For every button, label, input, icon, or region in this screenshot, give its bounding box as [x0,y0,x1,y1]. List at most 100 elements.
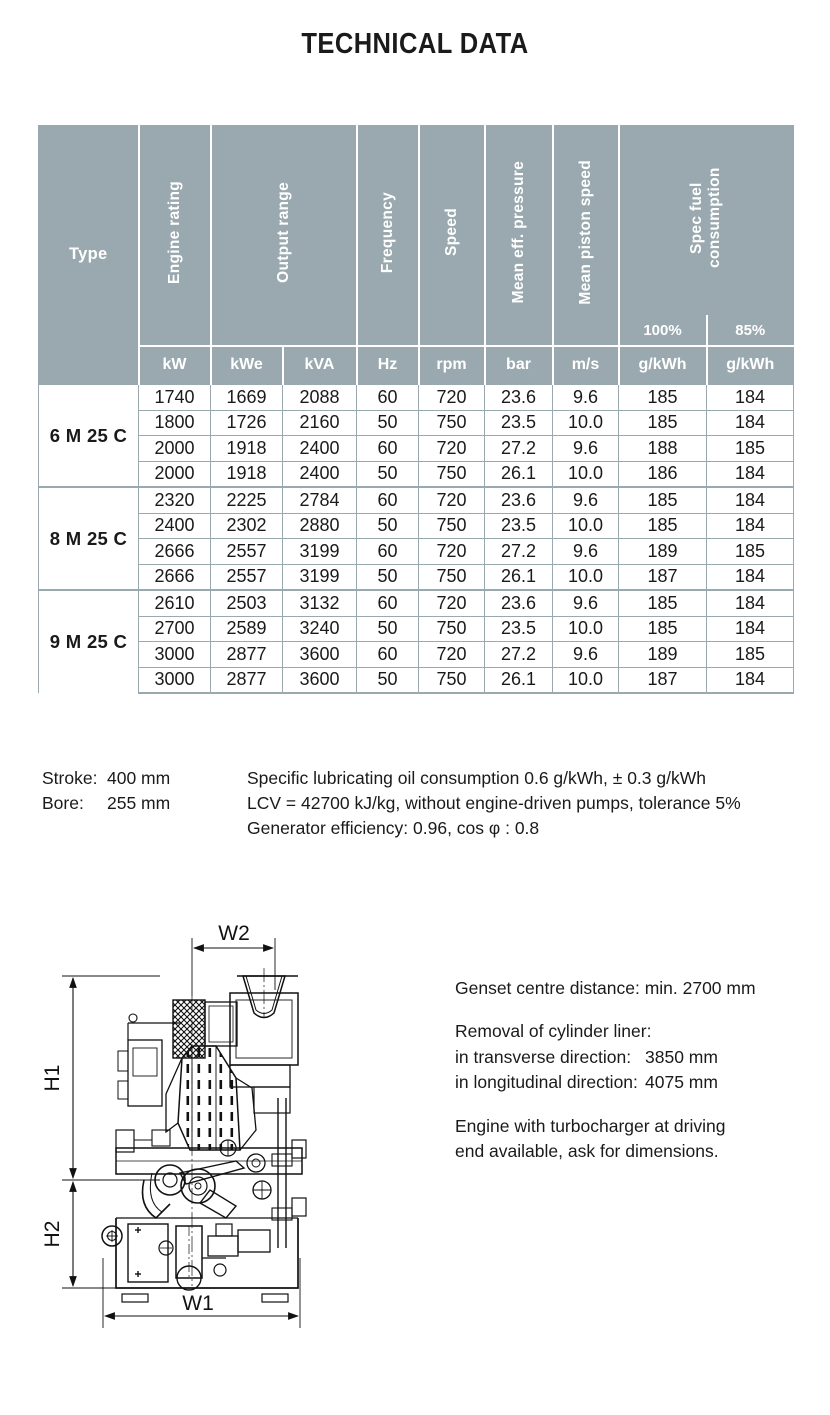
cell-bar: 23.6 [484,486,553,514]
cell-bar: 27.2 [484,538,553,565]
table-row: 1800 1726 2160 50 750 23.5 10.0 185 184 [39,410,794,436]
row-type-label: 8 M 25 C [38,486,139,590]
cell-sfc100: 188 [618,435,707,462]
cell-kw: 2666 [138,564,211,591]
table-row: 9 M 25 C 2610 2503 3132 60 720 23.6 9.6 … [38,589,794,693]
cell-ms: 9.6 [552,383,619,411]
row-type-label: 6 M 25 C [38,383,139,487]
cell-kw: 1800 [138,410,211,436]
notes-lcv: LCV = 42700 kJ/kg, without engine-driven… [247,792,741,813]
cell-kw: 2320 [138,486,211,514]
bore-value: 255 mm [107,792,171,813]
cell-rpm: 720 [418,383,485,411]
cell-ms: 9.6 [552,538,619,565]
cell-kwe: 2503 [210,589,283,617]
cell-ms: 10.0 [552,461,619,488]
notes-specs: Specific lubricating oil consumption 0.6… [247,766,802,841]
cell-sfc100: 185 [618,410,707,436]
cell-bar: 26.1 [484,667,553,694]
technical-data-table-container: Type Engine rating Output range Frequenc… [38,125,794,694]
cell-kw: 2000 [138,461,211,488]
cell-rpm: 720 [418,435,485,462]
cell-hz: 50 [356,410,419,436]
stroke-line: Stroke: 400 mm [42,766,247,791]
cell-sfc100: 187 [618,564,707,591]
cell-ms: 10.0 [552,667,619,694]
cell-hz: 60 [356,589,419,617]
cell-bar: 27.2 [484,641,553,668]
cell-rpm: 750 [418,461,485,488]
cell-kw: 2666 [138,538,211,565]
cell-kwe: 2225 [210,486,283,514]
cell-ms: 10.0 [552,513,619,539]
cell-kva: 3199 [282,564,357,591]
header-engine-rating: Engine rating [138,125,212,346]
technical-data-table: Type Engine rating Output range Frequenc… [38,125,794,694]
cell-sfc85: 184 [706,564,794,591]
cell-sfc85: 184 [706,486,794,514]
cell-kva: 3132 [282,589,357,617]
cell-sfc85: 184 [706,513,794,539]
longitudinal-label: in longitudinal direction: [455,1072,638,1093]
cell-kw: 3000 [138,641,211,668]
cell-rpm: 720 [418,486,485,514]
cell-bar: 26.1 [484,564,553,591]
notes-oil-consumption: Specific lubricating oil consumption 0.6… [247,768,706,788]
cell-kva: 2880 [282,513,357,539]
genset-centre-distance: Genset centre distance: min. 2700 mm [455,978,756,998]
header-output-range: Output range [210,125,358,346]
table-row: 6 M 25 C 1740 1669 2088 60 720 23.6 9.6 … [38,383,794,487]
cell-sfc85: 185 [706,641,794,668]
cell-kva: 3240 [282,616,357,642]
cell-kwe: 2557 [210,564,283,591]
notes-block: Stroke: 400 mm Bore: 255 mm Specific lub… [42,766,802,841]
header-type: Type [38,125,140,384]
header-mean-piston-speed: Mean piston speed [552,125,620,346]
cell-sfc100: 187 [618,667,707,694]
cell-hz: 50 [356,564,419,591]
cell-hz: 50 [356,616,419,642]
cell-kva: 2400 [282,435,357,462]
cell-kwe: 2302 [210,513,283,539]
bore-line: Bore: 255 mm [42,791,247,816]
cell-sfc100: 185 [618,616,707,642]
cell-rpm: 750 [418,410,485,436]
table-row: 3000 2877 3600 50 750 26.1 10.0 187 184 [39,667,794,694]
cell-ms: 10.0 [552,616,619,642]
cell-sfc100: 185 [618,513,707,539]
unit-gkwh-100: g/kWh [618,345,708,384]
cell-kwe: 1918 [210,435,283,462]
cell-hz: 50 [356,667,419,694]
unit-ms: m/s [552,345,620,384]
cell-bar: 27.2 [484,435,553,462]
cell-rpm: 750 [418,616,485,642]
cell-rpm: 720 [418,641,485,668]
dim-label-h1: H1 [41,1065,64,1092]
cell-hz: 60 [356,641,419,668]
cell-kwe: 2589 [210,616,283,642]
notes-generator-efficiency: Generator efficiency: 0.96, cos φ : 0.8 [247,817,540,838]
cell-kva: 3600 [282,667,357,694]
cell-rpm: 750 [418,564,485,591]
cell-rpm: 720 [418,538,485,565]
transverse-row: in transverse direction: 3850 mm [455,1045,800,1070]
cell-bar: 23.5 [484,616,553,642]
unit-hz: Hz [356,345,420,384]
cell-rpm: 720 [418,589,485,617]
cell-kva: 2400 [282,461,357,488]
cell-sfc100: 185 [618,383,707,411]
transverse-label: in transverse direction: [455,1046,632,1067]
cell-bar: 26.1 [484,461,553,488]
longitudinal-row: in longitudinal direction: 4075 mm [455,1070,800,1095]
bore-label: Bore: [42,792,84,813]
cell-hz: 60 [356,538,419,565]
cell-sfc85: 185 [706,538,794,565]
unit-kwe: kWe [210,345,284,384]
cell-bar: 23.6 [484,589,553,617]
header-sfc-100: 100% [618,315,708,346]
header-frequency: Frequency [356,125,420,346]
notes-row: Stroke: 400 mm Bore: 255 mm Specific lub… [42,766,802,841]
cell-bar: 23.6 [484,383,553,411]
notes-dimensions: Stroke: 400 mm Bore: 255 mm [42,766,247,841]
cell-hz: 60 [356,383,419,411]
